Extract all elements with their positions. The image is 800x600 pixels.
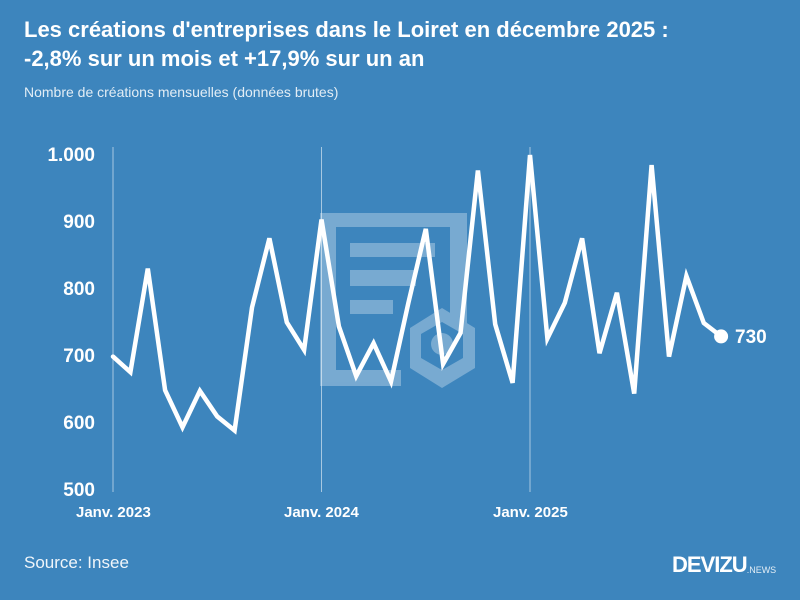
svg-text:500: 500 [63, 480, 95, 501]
svg-text:Janv. 2023: Janv. 2023 [76, 504, 151, 521]
svg-text:DEVIZU.NEWS: DEVIZU.NEWS [672, 552, 776, 577]
svg-text:1.000: 1.000 [47, 145, 95, 166]
svg-text:800: 800 [63, 279, 95, 300]
svg-text:600: 600 [63, 413, 95, 434]
svg-text:700: 700 [63, 346, 95, 367]
svg-text:Janv. 2024: Janv. 2024 [284, 504, 359, 521]
svg-text:900: 900 [63, 212, 95, 233]
svg-text:730: 730 [735, 327, 767, 348]
svg-text:Janv. 2025: Janv. 2025 [493, 504, 568, 521]
svg-text:Source: Insee: Source: Insee [24, 553, 129, 572]
